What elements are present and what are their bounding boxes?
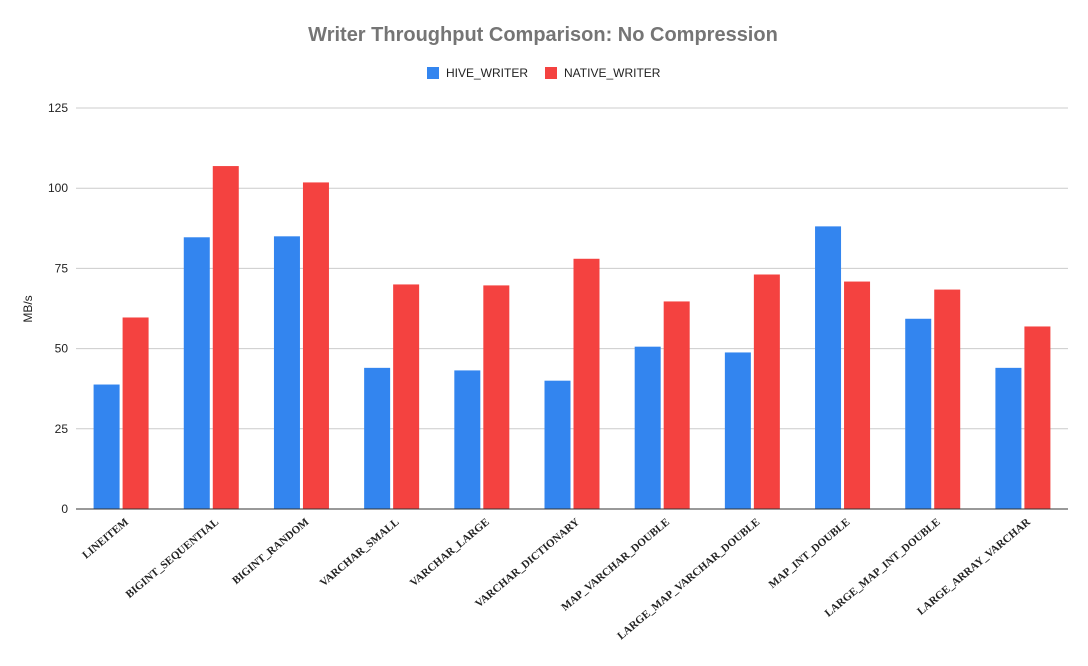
bars — [93, 166, 1051, 510]
x-tick-label: LARGE_MAP_VARCHAR_DOUBLE — [615, 516, 762, 642]
x-tick-label: LINEITEM — [80, 516, 131, 562]
y-tick-label: 25 — [55, 422, 69, 436]
x-tick-label: VARCHAR_SMALL — [318, 516, 402, 589]
y-tick-label: 100 — [48, 181, 68, 195]
bar-native-writer-map-varchar-double — [663, 301, 690, 509]
bar-hive-writer-varchar-dictionary — [544, 380, 571, 509]
chart-title: Writer Throughput Comparison: No Compres… — [308, 24, 778, 46]
legend-label-hive-writer: HIVE_WRITER — [446, 66, 528, 80]
bar-hive-writer-large-map-int-double — [905, 318, 932, 509]
y-tick-label: 50 — [55, 342, 69, 356]
y-tick-label: 0 — [61, 502, 68, 516]
gridlines — [76, 107, 1068, 430]
bar-native-writer-map-int-double — [844, 281, 871, 509]
x-tick-label: BIGINT_RANDOM — [230, 516, 312, 587]
x-tick-label: VARCHAR_LARGE — [408, 516, 492, 589]
legend-swatch-native-writer — [545, 67, 557, 79]
legend-label-native-writer: NATIVE_WRITER — [564, 66, 661, 80]
bar-native-writer-varchar-dictionary — [573, 258, 600, 509]
legend-swatch-hive-writer — [427, 67, 439, 79]
bar-hive-writer-varchar-small — [364, 367, 391, 509]
bar-native-writer-varchar-large — [483, 285, 510, 509]
bar-native-writer-bigint-random — [302, 182, 329, 509]
x-tick-label: VARCHAR_DICTIONARY — [473, 516, 582, 610]
bar-hive-writer-map-varchar-double — [634, 346, 661, 509]
bar-native-writer-varchar-small — [393, 284, 420, 509]
y-tick-label: 75 — [55, 261, 69, 275]
y-axis-label: MB/s — [21, 295, 35, 322]
x-tick-label: MAP_INT_DOUBLE — [767, 516, 853, 591]
bar-hive-writer-large-array-varchar — [995, 367, 1022, 509]
bar-native-writer-lineitem — [122, 317, 149, 509]
bar-native-writer-large-array-varchar — [1024, 326, 1051, 509]
bar-hive-writer-map-int-double — [815, 226, 842, 510]
bar-hive-writer-bigint-sequential — [183, 237, 210, 509]
y-tick-label: 125 — [48, 101, 68, 115]
bar-native-writer-large-map-varchar-double — [753, 274, 780, 509]
bar-hive-writer-lineitem — [93, 384, 120, 509]
bar-hive-writer-bigint-random — [273, 236, 300, 509]
bar-hive-writer-large-map-varchar-double — [724, 352, 751, 509]
legend: HIVE_WRITER NATIVE_WRITER — [427, 66, 661, 80]
y-axis-ticks: 0 25 50 75 100 125 — [48, 101, 68, 516]
bar-hive-writer-varchar-large — [454, 370, 481, 509]
x-tick-label: BIGINT_SEQUENTIAL — [124, 516, 222, 601]
bar-native-writer-bigint-sequential — [212, 166, 239, 509]
bar-native-writer-large-map-int-double — [934, 289, 961, 509]
